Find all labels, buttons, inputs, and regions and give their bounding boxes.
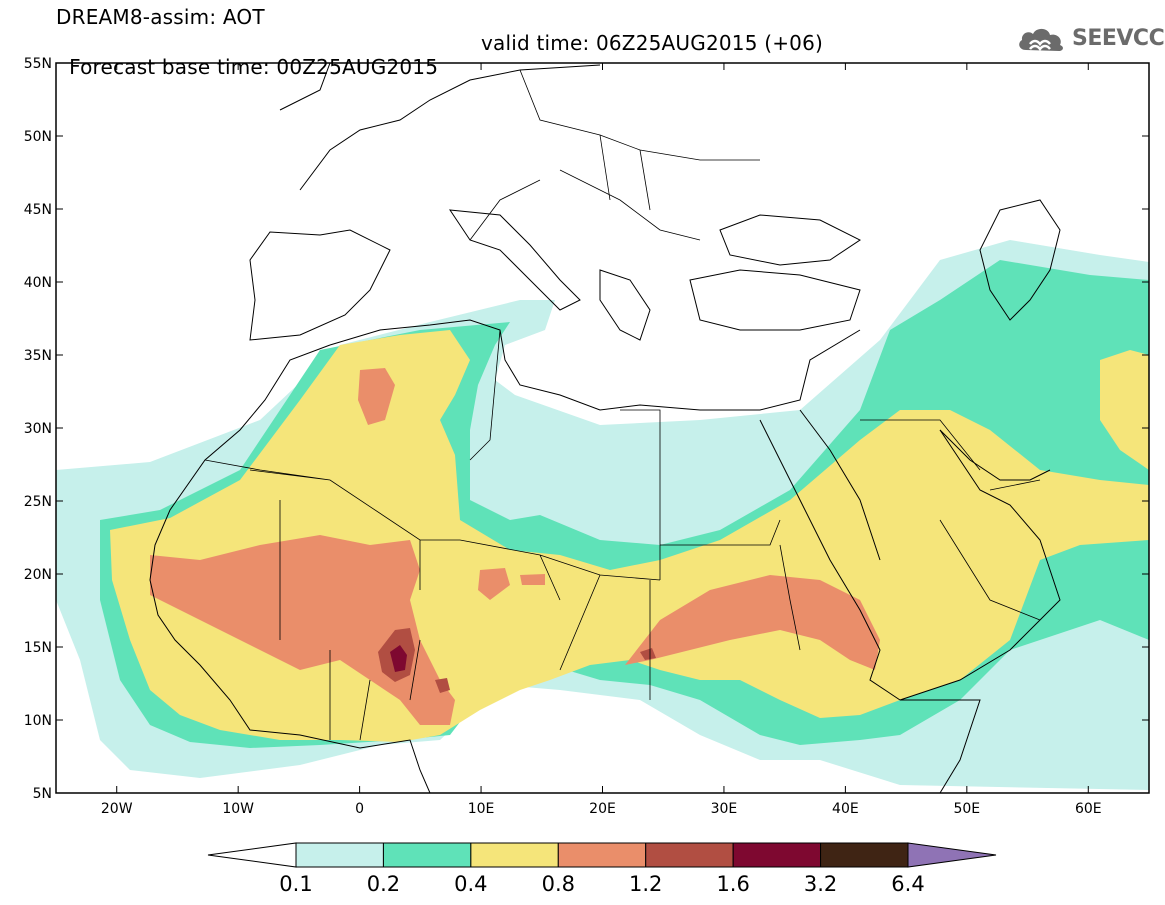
colorbar-label: 0.4 (454, 872, 487, 896)
lat-tick-label: 15N (24, 640, 52, 656)
coastline-italy (448, 209, 581, 311)
coastline-anatolia (689, 269, 861, 331)
colorbar-max-triangle (907, 842, 997, 868)
colorbar-swatch (382, 842, 472, 868)
aot-band-0.8-sahara (358, 368, 395, 425)
colorbar-label: 6.4 (891, 872, 924, 896)
coastline-caspian (979, 199, 1061, 321)
coastline-iberia (249, 229, 391, 341)
lat-tick-label: 35N (24, 348, 52, 364)
colorbar-label: 0.1 (279, 872, 312, 896)
aot-band-0.8 (150, 535, 455, 725)
forecast-times: Forecast base time: 00Z25AUG2015 valid t… (56, 31, 823, 103)
lat-tick-label: 5N (33, 786, 52, 802)
aot-contours (56, 240, 1149, 790)
map-title: DREAM8-assim: AOT (56, 5, 265, 29)
lat-tick-label: 20N (24, 567, 52, 583)
aot-band-0.4-east (1100, 350, 1149, 470)
colorbar-label: 3.2 (804, 872, 837, 896)
axis-ticks: 55N 50N 45N 40N 35N 30N 25N 20N 15N 10N 5N 20W 10W 0 1… (24, 56, 1149, 817)
cloud-icon (1019, 28, 1063, 52)
logo-text: SEEVCCC (1072, 26, 1165, 51)
coastline-arabia (899, 429, 1061, 701)
coastlines (149, 63, 1061, 793)
lon-tick-label: 20W (101, 801, 133, 817)
colorbar-label: 0.2 (367, 872, 400, 896)
valid-time: valid time: 06Z25AUG2015 (+06) (481, 31, 824, 55)
colorbar-swatch (820, 842, 909, 868)
political-borders (204, 69, 1041, 741)
coastline-europe-north (279, 63, 601, 191)
lat-tick-label: 45N (24, 202, 52, 218)
colorbar-swatch (645, 842, 734, 868)
colorbar-label: 1.2 (629, 872, 662, 896)
lon-tick-label: 60E (1075, 801, 1102, 817)
lon-tick-label: 50E (953, 801, 980, 817)
coastline-greece (599, 269, 651, 341)
coastline-horn (900, 699, 981, 793)
seevccc-logo: SEEVCCC (1016, 24, 1165, 56)
colorbar-label: 0.8 (542, 872, 575, 896)
colorbar: 0.1 0.2 0.4 0.8 1.2 1.6 3.2 6.4 (207, 842, 997, 896)
lat-tick-label: 10N (24, 713, 52, 729)
aot-band-1.6 (390, 645, 407, 672)
lat-tick-label: 55N (24, 56, 52, 72)
lon-tick-label: 10W (222, 801, 254, 817)
lat-tick-label: 30N (24, 421, 52, 437)
coastline-mediterranean (329, 319, 861, 411)
colorbar-swatch (295, 842, 384, 868)
lon-tick-label: 30E (711, 801, 738, 817)
lat-tick-label: 25N (24, 494, 52, 510)
lon-tick-label: 20E (589, 801, 616, 817)
colorbar-swatch (470, 842, 559, 868)
colorbar-min-triangle (207, 842, 297, 868)
coastline-west-africa (149, 344, 431, 793)
lat-tick-label: 50N (24, 129, 52, 145)
colorbar-swatch (732, 842, 822, 868)
aot-band-0.8-sudan (625, 575, 880, 670)
coastline-red-sea (759, 409, 901, 701)
lon-tick-label: 10E (468, 801, 495, 817)
colorbar-swatch (557, 842, 647, 868)
lon-tick-label: 40E (832, 801, 859, 817)
coastline-black-sea (719, 214, 861, 266)
lon-tick-label: 0 (355, 801, 364, 817)
aot-band-0.8-libya (478, 568, 545, 600)
base-time: Forecast base time: 00Z25AUG2015 (69, 55, 439, 79)
colorbar-label: 1.6 (716, 872, 749, 896)
lat-tick-label: 40N (24, 275, 52, 291)
coastline-persian-gulf (939, 429, 1051, 481)
